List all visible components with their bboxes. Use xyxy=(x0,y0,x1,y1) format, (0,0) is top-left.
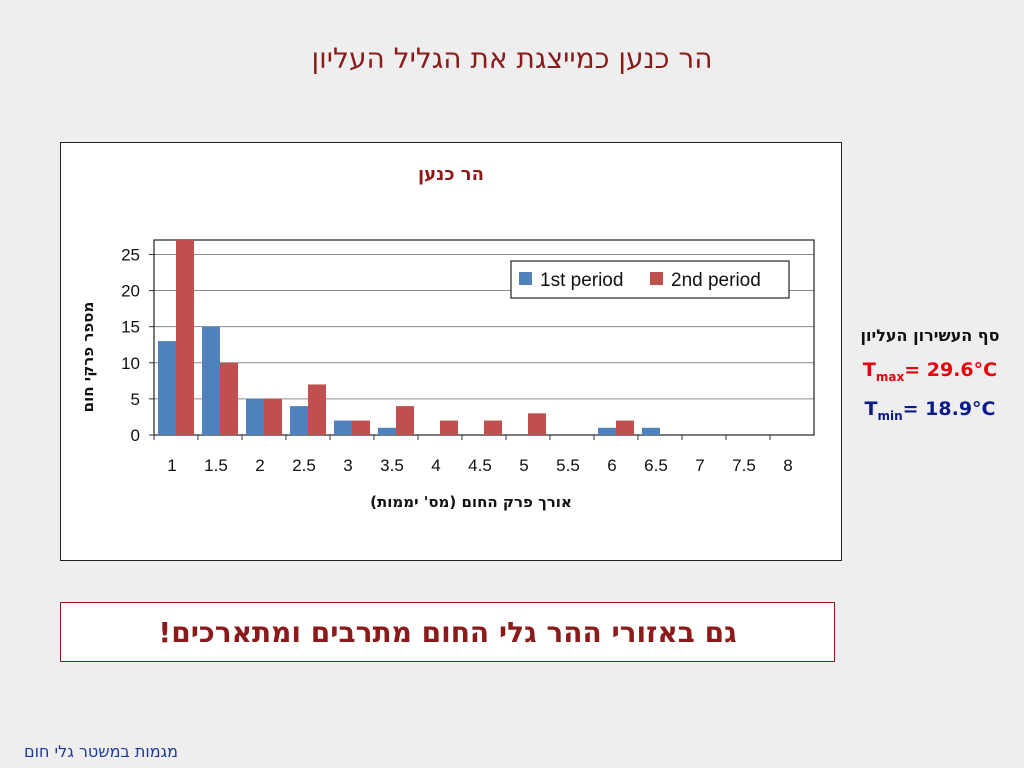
x-tick-label: 4 xyxy=(431,456,440,475)
x-tick-label: 6 xyxy=(607,456,616,475)
x-tick-label: 6.5 xyxy=(644,456,668,475)
legend-label: 1st period xyxy=(540,270,623,291)
bar-second-period xyxy=(528,413,546,435)
bar-chart: הר כנען מספר פרקי חום אורך פרק החום (מס'… xyxy=(79,164,815,511)
bar-second-period xyxy=(308,384,326,435)
bar-second-period xyxy=(616,420,634,435)
x-tick-label: 5.5 xyxy=(556,456,580,475)
y-tick-label: 20 xyxy=(121,282,140,301)
y-tick-label: 0 xyxy=(131,426,140,445)
y-tick-label: 5 xyxy=(131,390,140,409)
x-axis-label: אורך פרק החום (מס' יממות) xyxy=(370,493,572,511)
x-tick-label: 2 xyxy=(255,456,264,475)
bar-first-period xyxy=(598,427,616,435)
y-tick-label: 10 xyxy=(121,354,140,373)
bar-second-period xyxy=(484,420,502,435)
bar-second-period xyxy=(396,406,414,435)
chart-frame: הר כנען מספר פרקי חום אורך פרק החום (מס'… xyxy=(60,142,842,561)
x-tick-label: 4.5 xyxy=(468,456,492,475)
tmin-value: = 18.9°C xyxy=(902,397,996,420)
legend-label: 2nd period xyxy=(671,270,761,291)
bar-first-period xyxy=(642,427,660,435)
bar-second-period xyxy=(220,362,238,435)
footer-text: מגמות במשטר גלי חום xyxy=(24,742,179,761)
tmin-subscript: min xyxy=(877,408,903,423)
y-tick-label: 15 xyxy=(121,318,140,337)
x-tick-label: 7 xyxy=(695,456,704,475)
x-tick-label: 7.5 xyxy=(732,456,756,475)
x-tick-label: 8 xyxy=(783,456,792,475)
bar-first-period xyxy=(334,420,352,435)
tmin-symbol: T xyxy=(864,397,878,420)
bar-first-period xyxy=(378,427,396,435)
x-tick-label: 5 xyxy=(519,456,528,475)
bar-first-period xyxy=(158,341,176,435)
x-tick-label: 1 xyxy=(167,456,176,475)
legend-swatch xyxy=(650,272,663,285)
tmax-value: = 29.6°C xyxy=(904,359,998,381)
tmax-line: Tmax= 29.6°C xyxy=(842,359,1018,384)
y-axis-label: מספר פרקי חום xyxy=(79,302,97,413)
bar-first-period xyxy=(246,398,264,435)
callout-box: גם באזורי ההר גלי החום מתרבים ומתארכים! xyxy=(60,602,835,662)
legend-swatch xyxy=(519,272,532,285)
tmax-subscript: max xyxy=(875,369,905,384)
bar-second-period xyxy=(352,420,370,435)
threshold-heading: סף העשירון העליון xyxy=(860,326,1000,345)
bar-second-period xyxy=(440,420,458,435)
chart-title: הר כנען xyxy=(418,164,484,185)
bar-second-period xyxy=(264,398,282,435)
bar-first-period xyxy=(290,406,308,435)
tmax-symbol: T xyxy=(862,359,876,381)
y-tick-label: 25 xyxy=(121,245,140,264)
threshold-panel: סף העשירון העליון Tmax= 29.6°C Tmin= 18.… xyxy=(842,326,1018,423)
slide-title: הר כנען כמייצגת את הגליל העליון xyxy=(311,42,713,75)
x-tick-label: 2.5 xyxy=(292,456,316,475)
bar-first-period xyxy=(202,326,220,435)
x-tick-label: 1.5 xyxy=(204,456,228,475)
legend: 1st period 2nd period xyxy=(510,260,790,299)
x-tick-label: 3.5 xyxy=(380,456,404,475)
x-tick-label: 3 xyxy=(343,456,352,475)
bar-second-period xyxy=(176,240,194,435)
callout-text: גם באזורי ההר גלי החום מתרבים ומתארכים! xyxy=(158,615,737,649)
tmin-line: Tmin= 18.9°C xyxy=(842,398,1018,423)
